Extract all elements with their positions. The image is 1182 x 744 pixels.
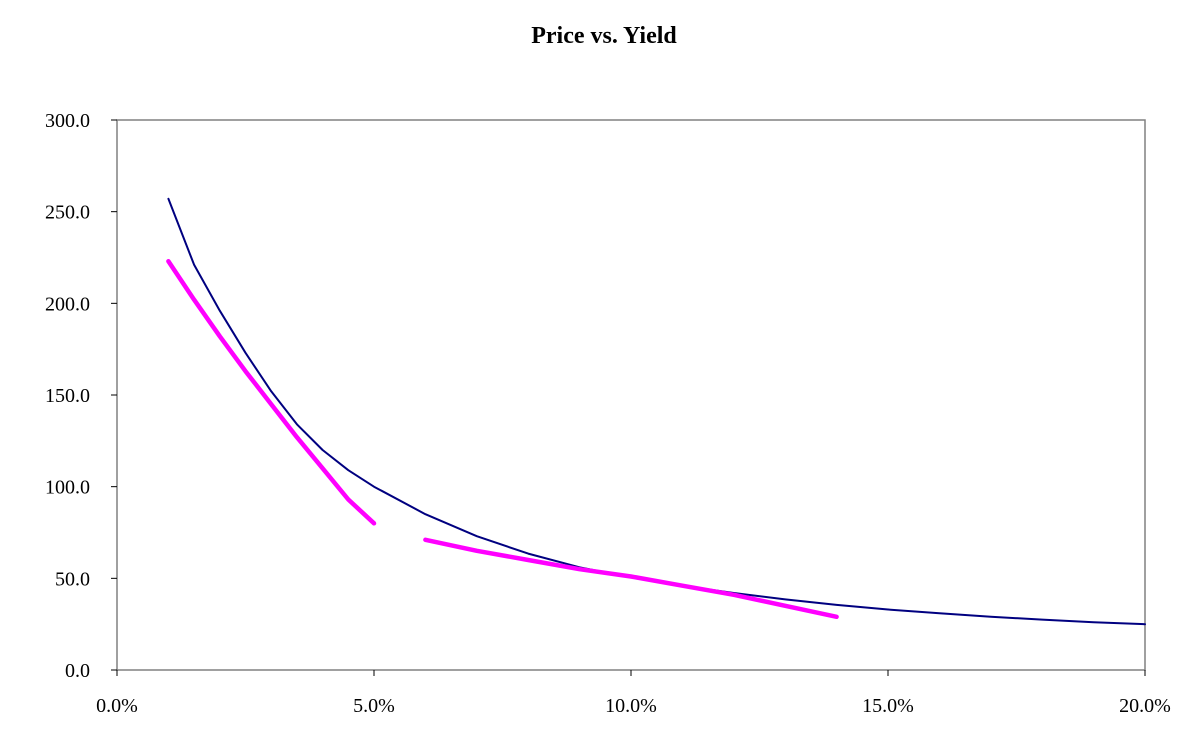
- x-axis: 0.0% 5.0% 10.0% 15.0% 20.0%: [96, 670, 1171, 717]
- series-line-1: [167, 197, 1146, 626]
- x-tick-label: 15.0%: [862, 695, 914, 717]
- x-tick-label: 10.0%: [605, 695, 657, 717]
- x-tick-label: 0.0%: [96, 695, 138, 717]
- y-tick-label: 50.0: [55, 568, 90, 590]
- y-tick-label: 100.0: [45, 477, 90, 499]
- y-axis: 0.0 50.0 100.0 150.0 200.0 250.0 300.0: [45, 110, 117, 682]
- series-layer: [166, 197, 1146, 626]
- y-tick-label: 300.0: [45, 110, 90, 132]
- plot-area-frame: [116, 119, 1146, 671]
- y-tick-label: 0.0: [65, 660, 90, 682]
- y-tick-label: 150.0: [45, 385, 90, 407]
- x-tick-label: 5.0%: [353, 695, 395, 717]
- y-tick-label: 200.0: [45, 293, 90, 315]
- chart-title: Price vs. Yield: [531, 23, 677, 49]
- series-line-2: [166, 258, 377, 526]
- x-tick-label: 20.0%: [1119, 695, 1171, 717]
- series-line-3: [423, 537, 839, 620]
- y-tick-label: 250.0: [45, 202, 90, 224]
